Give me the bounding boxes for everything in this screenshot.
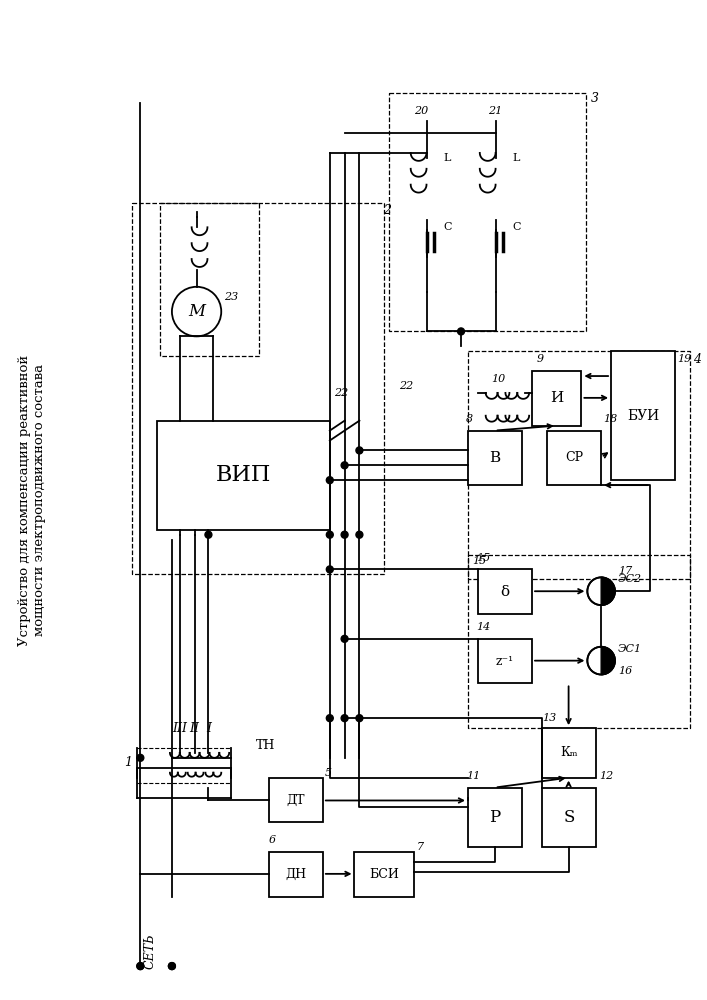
- Circle shape: [457, 328, 464, 335]
- Text: 13: 13: [542, 713, 556, 723]
- Text: II: II: [189, 722, 199, 735]
- Text: I: I: [206, 722, 211, 735]
- Circle shape: [341, 715, 348, 722]
- Text: 16: 16: [618, 666, 632, 676]
- Text: 11: 11: [466, 771, 480, 781]
- Polygon shape: [601, 577, 615, 605]
- Text: 10: 10: [491, 374, 506, 384]
- Bar: [611, 351, 675, 480]
- Text: 20: 20: [414, 106, 428, 116]
- Bar: [132, 202, 384, 574]
- Text: 18: 18: [603, 414, 617, 424]
- Circle shape: [137, 754, 144, 761]
- Circle shape: [137, 963, 144, 970]
- Text: δ: δ: [501, 585, 510, 599]
- Circle shape: [341, 635, 348, 642]
- Text: ВИП: ВИП: [216, 464, 271, 486]
- Text: И: И: [550, 391, 563, 405]
- Text: БСИ: БСИ: [369, 868, 399, 881]
- Bar: [542, 788, 596, 847]
- Circle shape: [327, 531, 333, 538]
- Text: 17: 17: [618, 566, 632, 576]
- Text: S: S: [563, 809, 575, 826]
- Text: СР: СР: [565, 451, 583, 464]
- Text: ЭС2: ЭС2: [618, 574, 642, 584]
- Polygon shape: [601, 647, 615, 675]
- Bar: [532, 371, 581, 426]
- Text: z⁻¹: z⁻¹: [496, 655, 514, 668]
- Text: БУИ: БУИ: [627, 409, 659, 423]
- Text: 7: 7: [416, 842, 423, 852]
- Text: ТН: ТН: [256, 739, 275, 752]
- Text: М: М: [188, 303, 205, 320]
- Text: СЕТЬ: СЕТЬ: [144, 933, 157, 969]
- Text: ДН: ДН: [285, 868, 306, 881]
- Bar: [542, 728, 596, 778]
- Circle shape: [356, 531, 363, 538]
- Bar: [478, 569, 532, 614]
- Text: Кₘ: Кₘ: [561, 746, 578, 759]
- Text: В: В: [489, 451, 501, 465]
- Text: 21: 21: [488, 106, 502, 116]
- Circle shape: [588, 647, 615, 675]
- Bar: [389, 93, 586, 331]
- Text: 15: 15: [476, 553, 490, 563]
- Text: 5: 5: [325, 768, 332, 778]
- Bar: [468, 351, 690, 579]
- Bar: [269, 778, 323, 822]
- Circle shape: [172, 287, 221, 336]
- Bar: [478, 639, 532, 683]
- Text: III: III: [173, 722, 187, 735]
- Bar: [468, 555, 690, 728]
- Text: 19: 19: [677, 354, 691, 364]
- Circle shape: [205, 531, 212, 538]
- Text: Р: Р: [489, 809, 501, 826]
- Text: 1: 1: [124, 756, 132, 769]
- Text: 8: 8: [466, 414, 473, 424]
- Circle shape: [327, 477, 333, 484]
- Circle shape: [137, 963, 144, 970]
- Bar: [160, 202, 259, 356]
- Circle shape: [168, 963, 175, 970]
- Text: C: C: [443, 222, 452, 232]
- Text: Устройство для компенсации реактивной
мощности электроподвижного состава: Устройство для компенсации реактивной мо…: [18, 354, 46, 646]
- Text: 12: 12: [600, 771, 614, 781]
- Circle shape: [341, 531, 348, 538]
- Text: C: C: [513, 222, 521, 232]
- Text: 23: 23: [224, 292, 238, 302]
- Circle shape: [356, 447, 363, 454]
- Text: 14: 14: [476, 622, 490, 632]
- Text: 3: 3: [591, 92, 600, 105]
- Circle shape: [168, 963, 175, 970]
- Circle shape: [341, 462, 348, 469]
- Text: ДТ: ДТ: [286, 793, 305, 806]
- Text: 2: 2: [383, 204, 391, 217]
- Text: ЭС1: ЭС1: [618, 644, 642, 654]
- Text: 4: 4: [693, 353, 701, 366]
- Bar: [157, 421, 329, 530]
- Bar: [547, 431, 601, 485]
- Circle shape: [588, 577, 615, 605]
- Bar: [354, 852, 414, 897]
- Text: 22: 22: [399, 381, 413, 391]
- Bar: [468, 788, 522, 847]
- Bar: [468, 431, 522, 485]
- Text: 22: 22: [334, 388, 349, 398]
- Text: L: L: [443, 153, 450, 163]
- Text: 6: 6: [269, 835, 276, 845]
- Bar: [269, 852, 323, 897]
- Text: 9: 9: [537, 354, 544, 364]
- Text: L: L: [513, 153, 520, 163]
- Circle shape: [327, 566, 333, 573]
- Circle shape: [356, 715, 363, 722]
- Circle shape: [327, 715, 333, 722]
- Text: 15: 15: [472, 556, 486, 566]
